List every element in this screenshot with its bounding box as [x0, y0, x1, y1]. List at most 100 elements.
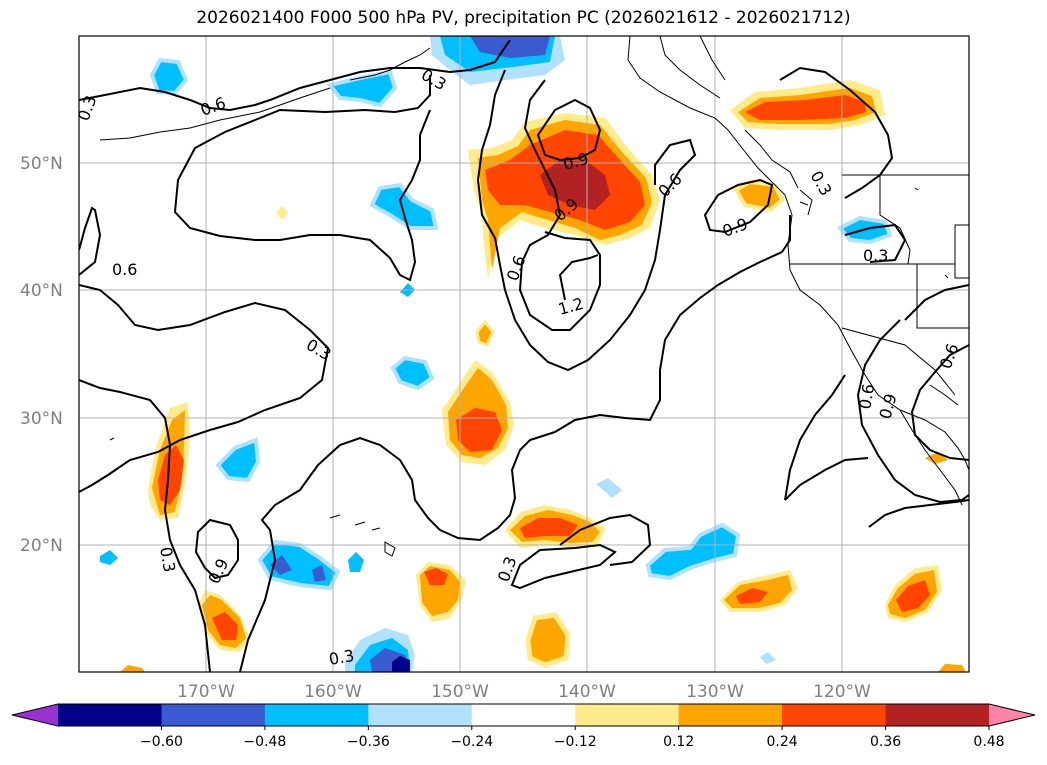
- precip-positive-area: [736, 588, 768, 604]
- state-border: [954, 224, 969, 279]
- pv-contour-line: [79, 39, 511, 112]
- coastline: [349, 47, 431, 81]
- precip-positive-area: [276, 206, 288, 220]
- colorbar-tick-label: −0.24: [450, 734, 493, 750]
- precip-negative-area: [470, 36, 550, 58]
- pv-contour-line: [239, 431, 556, 672]
- pv-contour-line: [904, 284, 969, 321]
- lon-label: 160°W: [304, 682, 362, 702]
- lat-label: 40°N: [20, 281, 63, 301]
- colorbar-segment: [471, 704, 576, 726]
- precip-positive-area: [525, 612, 571, 668]
- precip-negative-area: [149, 57, 189, 96]
- precip-positive-area: [938, 664, 966, 672]
- pv-contour-line: [476, 69, 697, 372]
- precip-negative-area: [312, 565, 326, 582]
- colorbar-tick-label: −0.36: [347, 734, 390, 750]
- pv-contour-line: [79, 379, 211, 672]
- colorbar-tick-label: −0.48: [243, 734, 286, 750]
- coastline: [744, 129, 799, 189]
- precip-negative-area: [392, 656, 410, 672]
- precip-positive-area: [456, 408, 502, 452]
- state-border: [879, 175, 911, 265]
- colorbar-segment: [264, 704, 369, 726]
- coastline: [627, 36, 969, 471]
- precip-negative-area: [760, 652, 776, 664]
- precip-positive-area: [475, 319, 495, 347]
- pv-contour-label: 0.6: [855, 382, 878, 410]
- pv-contour-label: 0.6: [112, 260, 137, 279]
- pv-contour-line: [779, 66, 894, 199]
- lat-label: 50°N: [20, 154, 63, 174]
- precip-negative-area: [270, 555, 292, 575]
- pv-contour-line: [173, 75, 431, 282]
- lat-label: 20°N: [20, 536, 63, 556]
- pv-contour-line: [784, 374, 846, 501]
- colorbar-segment: [161, 704, 266, 726]
- precip-negative-area: [100, 550, 118, 565]
- precip-positive-area: [925, 452, 948, 464]
- colorbar-segment: [782, 704, 887, 726]
- precipitation-fill-layer: [100, 36, 966, 672]
- lon-label: 150°W: [431, 682, 489, 702]
- pv-contour-line: [868, 499, 969, 528]
- pv-contour-line: [844, 223, 907, 263]
- precip-positive-area: [896, 580, 930, 612]
- precip-positive-area: [212, 612, 238, 640]
- map-frame: [78, 35, 970, 673]
- pv-contour-line: [510, 543, 617, 590]
- pv-contour-line: [79, 284, 330, 493]
- colorbar-tick-label: −0.60: [140, 734, 183, 750]
- lon-label: 170°W: [177, 682, 235, 702]
- pv-contour-label: 0.3: [156, 545, 179, 573]
- colorbar-tick-label: 0.24: [767, 734, 798, 750]
- precip-positive-area: [158, 445, 184, 505]
- pv-contour-line: [518, 79, 601, 331]
- precip-positive-area: [424, 568, 448, 585]
- lat-label: 30°N: [20, 409, 63, 429]
- pv-contour-line: [79, 206, 102, 276]
- state-border: [916, 264, 969, 329]
- coastline: [329, 514, 396, 557]
- precip-negative-area: [215, 437, 261, 483]
- colorbar-tick-label: 0.12: [663, 734, 694, 750]
- map-title: 2026021400 F000 500 hPa PV, precipitatio…: [196, 8, 851, 28]
- state-border: [841, 327, 956, 396]
- pv-contour-line: [558, 254, 599, 301]
- pv-contour-line: [536, 98, 602, 162]
- coastline: [899, 409, 963, 506]
- lon-label: 120°W: [813, 682, 871, 702]
- colorbar-tick-label: −0.12: [554, 734, 597, 750]
- colorbar-tick-label: 0.36: [870, 734, 901, 750]
- pv-contour-line: [784, 457, 869, 501]
- colorbar-segment: [58, 704, 162, 726]
- colorbar-segment: [885, 704, 990, 726]
- precip-negative-area: [348, 552, 364, 572]
- coastline: [659, 36, 721, 99]
- longitude-labels: 170°W 160°W 150°W 140°W 130°W 120°W: [177, 682, 871, 702]
- coastline: [99, 87, 331, 141]
- latitude-labels: 50°N 40°N 30°N 20°N: [20, 154, 63, 556]
- pv-contour-line: [194, 518, 239, 580]
- pv-contour-line: [559, 513, 652, 566]
- coastline: [699, 36, 726, 81]
- precip-negative-area: [596, 478, 622, 498]
- precip-positive-area: [520, 518, 578, 538]
- coastline: [109, 187, 949, 441]
- coastline: [799, 189, 813, 216]
- colorbar-extend-high: [989, 704, 1035, 726]
- colorbar-segment: [575, 704, 680, 726]
- pv-contour-label: 0.3: [327, 646, 355, 669]
- colorbar-tick-label: 0.48: [973, 734, 1004, 750]
- pv-contour-line: [554, 215, 791, 433]
- pv-contour-label: 0.3: [863, 246, 888, 265]
- precip-positive-area: [120, 665, 145, 672]
- colorbar-segment: [368, 704, 473, 726]
- lon-label: 130°W: [686, 682, 744, 702]
- coastline: [929, 384, 959, 406]
- precip-positive-area: [745, 95, 866, 120]
- coastline-layer: [99, 36, 969, 557]
- lon-label: 140°W: [558, 682, 616, 702]
- pv-contour-line: [910, 344, 969, 461]
